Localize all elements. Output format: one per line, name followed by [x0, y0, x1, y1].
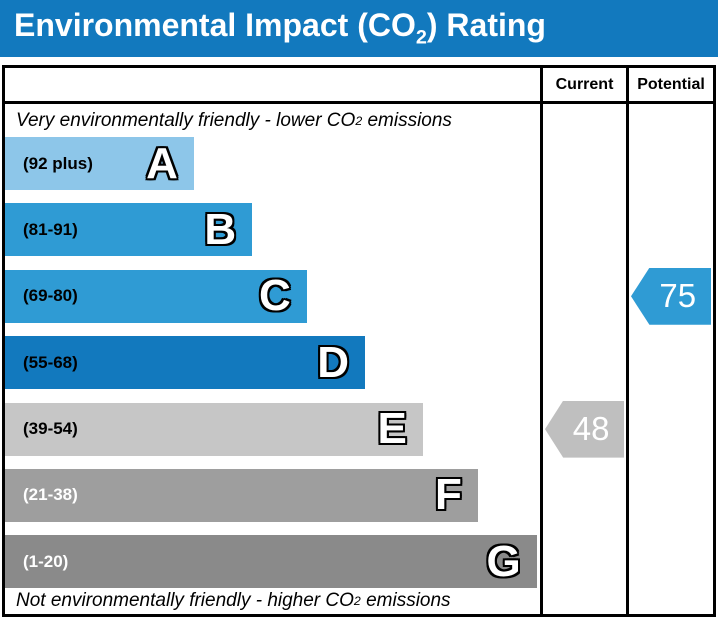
band-row-g: (1-20) G	[5, 535, 540, 589]
title-subscript: 2	[415, 26, 427, 49]
band-letter: A	[146, 138, 178, 188]
band-range-label: (55-68)	[23, 352, 78, 372]
band-bar-e: (39-54) E	[5, 402, 423, 456]
band-row-f: (21-38) F	[5, 468, 540, 522]
header-potential: Potential	[626, 68, 713, 104]
band-range-label: (69-80)	[23, 286, 78, 306]
current-rating-arrow: 48	[545, 400, 624, 458]
band-range-label: (81-91)	[23, 219, 78, 239]
band-row-c: (69-80) C	[5, 269, 540, 323]
band-range-label: (1-20)	[23, 551, 69, 571]
potential-rating-value: 75	[659, 277, 697, 315]
header-chart-spacer	[5, 68, 540, 104]
band-range-label: (92 plus)	[23, 153, 93, 173]
band-letter: B	[204, 204, 237, 254]
header-current: Current	[540, 68, 626, 104]
band-row-b: (81-91) B	[5, 203, 540, 257]
current-column: 48	[540, 104, 626, 614]
band-letter: G	[486, 536, 521, 586]
band-range-label: (39-54)	[23, 419, 78, 439]
band-row-d: (55-68) D	[5, 336, 540, 390]
band-letter: D	[317, 337, 350, 387]
bands-column: Very environmentally friendly - lower CO…	[5, 104, 540, 614]
band-bar-c: (69-80) C	[5, 269, 307, 323]
current-rating-value: 48	[572, 410, 610, 448]
band-bar-a: (92 plus) A	[5, 137, 194, 190]
band-letter: C	[258, 271, 291, 321]
bands: (92 plus) A (81-91) B (69-80) C	[5, 137, 540, 589]
band-row-a: (92 plus) A	[5, 137, 540, 190]
band-bar-f: (21-38) F	[5, 468, 478, 522]
band-row-e: (39-54) E	[5, 402, 540, 456]
rating-table: Current Potential Very environmentally f…	[2, 65, 716, 617]
band-bar-d: (55-68) D	[5, 336, 366, 390]
band-range-label: (21-38)	[23, 485, 78, 505]
potential-column: 75	[626, 104, 713, 614]
band-letter: E	[377, 404, 407, 454]
band-bar-b: (81-91) B	[5, 203, 253, 257]
band-letter: F	[435, 470, 462, 520]
title-bar: Environmental Impact (CO2) Rating	[0, 0, 718, 57]
table-body: Very environmentally friendly - lower CO…	[5, 104, 713, 614]
potential-rating-arrow: 75	[631, 267, 711, 325]
caption-bottom: Not environmentally friendly - higher CO…	[16, 590, 451, 612]
caption-top: Very environmentally friendly - lower CO…	[16, 109, 452, 131]
band-bar-g: (1-20) G	[5, 535, 537, 589]
table-header-row: Current Potential	[5, 68, 713, 104]
page-title: Environmental Impact (CO2) Rating	[14, 7, 546, 49]
